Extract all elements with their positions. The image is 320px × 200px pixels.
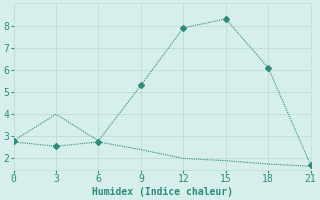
X-axis label: Humidex (Indice chaleur): Humidex (Indice chaleur) (92, 186, 233, 197)
